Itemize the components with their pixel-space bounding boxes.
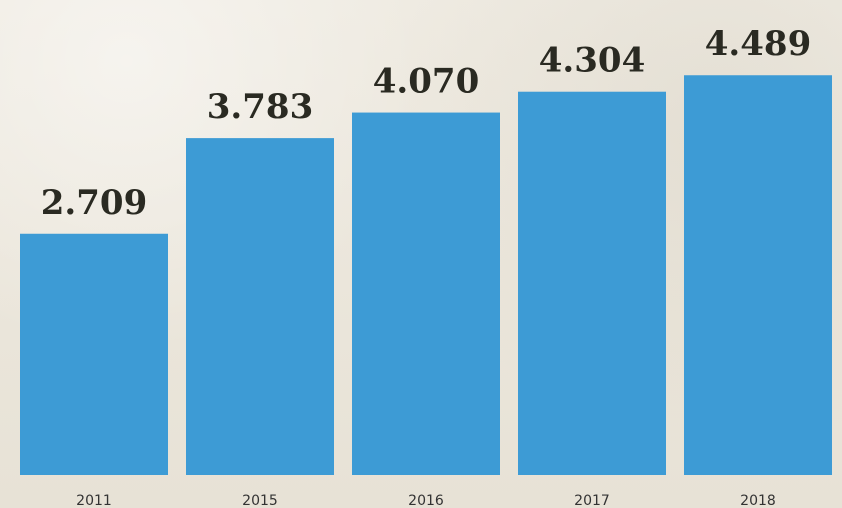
bar-2017: [518, 91, 666, 476]
bar-2011: [20, 233, 168, 475]
x-tick-label-2018: 2018: [740, 493, 776, 508]
x-tick-label-2016: 2016: [408, 493, 444, 508]
value-label-2011: 2.709: [41, 183, 147, 223]
x-tick-label-2011: 2011: [76, 493, 112, 508]
x-tick-label-2015: 2015: [242, 493, 278, 508]
bar-2018: [684, 75, 832, 475]
value-label-2016: 4.070: [373, 62, 479, 102]
x-tick-label-2017: 2017: [574, 493, 610, 508]
bar-2015: [186, 138, 334, 475]
bar-2016: [352, 112, 500, 475]
value-label-2015: 3.783: [207, 87, 313, 127]
value-label-2017: 4.304: [539, 41, 645, 81]
value-label-2018: 4.489: [705, 24, 811, 64]
